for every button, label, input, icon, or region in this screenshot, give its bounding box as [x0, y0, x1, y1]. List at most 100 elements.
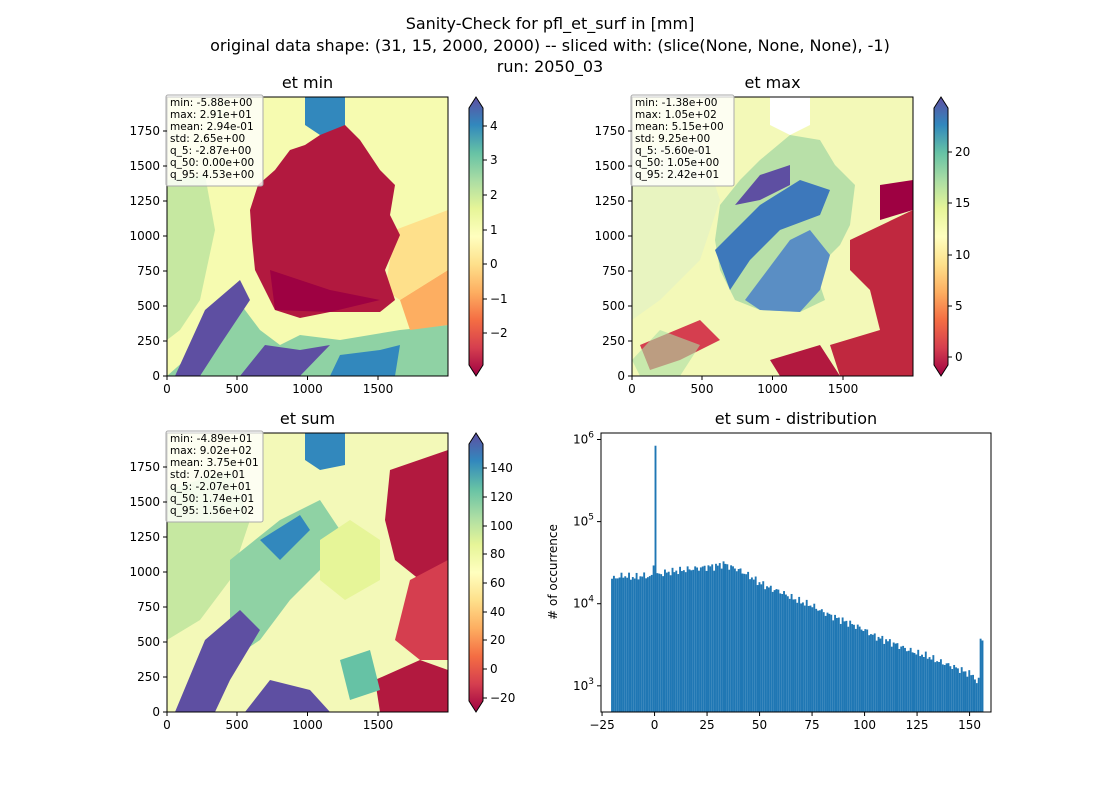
histogram-bar: [716, 565, 719, 712]
histogram-bar: [837, 617, 840, 712]
colorbar-tick-label: 20: [955, 145, 970, 159]
histogram-bar: [936, 661, 939, 712]
histogram-bar: [803, 605, 806, 712]
histogram-bar: [743, 573, 746, 712]
histogram-bar: [749, 579, 751, 712]
histogram-bar: [735, 571, 738, 712]
colorbar-tick-label: 0: [490, 257, 498, 271]
x-tick-label: 500: [691, 382, 714, 396]
histogram-bar: [671, 567, 674, 712]
histogram-bar: [851, 624, 854, 712]
histogram-bar: [641, 576, 644, 712]
histogram-bar: [667, 571, 670, 712]
y-tick-label: 105: [573, 513, 594, 529]
histogram-bar: [885, 639, 888, 712]
histogram-bar: [875, 640, 878, 712]
histogram-bar: [839, 623, 842, 712]
histogram-bar: [775, 589, 778, 712]
x-tick-label: 0: [163, 718, 171, 732]
histogram-bar: [664, 569, 666, 712]
histogram-bar: [737, 569, 740, 712]
histogram-bar: [624, 576, 627, 712]
x-tick: 75: [804, 712, 820, 732]
histogram-bar: [858, 626, 861, 712]
y-axis: 0 250 500 750 1000 1250 1500 1750: [129, 124, 167, 383]
colorbar: 20 15 10 5 0: [933, 96, 970, 377]
histogram-bar: [805, 599, 808, 712]
colorbar-tick-label: 5: [955, 299, 963, 313]
histogram-bar: [879, 638, 882, 712]
histogram-bar: [860, 629, 863, 712]
x-tick-label: 1500: [363, 382, 394, 396]
histogram-bar: [955, 667, 957, 712]
x-axis: 0 500 1000 1500: [628, 376, 858, 396]
histogram-bar: [684, 572, 687, 712]
histogram-bar: [868, 635, 871, 712]
histogram-bar: [947, 663, 950, 712]
histogram-bar: [611, 578, 613, 712]
stat-line: mean: 2.94e-01: [170, 121, 254, 133]
histogram-bar: [934, 662, 937, 712]
histogram-bar: [635, 572, 638, 712]
histogram-bar: [866, 629, 869, 712]
histogram-bar: [616, 578, 619, 712]
histogram-bar: [682, 570, 685, 712]
x-tick: 150: [958, 712, 981, 732]
histogram-bar: [788, 598, 791, 712]
histogram-bar: [822, 612, 825, 712]
histogram-bar: [847, 626, 850, 712]
x-tick-label: 0: [651, 718, 659, 732]
histogram-bar: [648, 576, 651, 712]
histogram-bar: [877, 636, 880, 712]
x-tick-label: 0: [163, 382, 171, 396]
histogram-bar: [890, 646, 893, 712]
histogram-bar: [979, 638, 982, 712]
colorbar-tick-label: 120: [490, 490, 513, 504]
histogram-bar: [720, 568, 723, 712]
panel-title: et min: [282, 73, 333, 92]
histogram-bar: [692, 569, 695, 712]
y-tick-label: 250: [602, 334, 625, 348]
x-tick-label: 1500: [363, 718, 394, 732]
colorbar-tick-label: 0: [490, 662, 498, 676]
histogram-bar: [730, 565, 733, 712]
y-tick-base: 10: [573, 433, 588, 447]
histogram-bar: [887, 641, 889, 712]
histogram-bar: [760, 584, 763, 712]
histogram-bar: [836, 617, 838, 712]
y-tick-label: 0: [152, 369, 160, 383]
colorbar-tick-label: 140: [490, 461, 513, 475]
panel-title: et sum - distribution: [715, 409, 877, 428]
histogram-bar: [656, 573, 659, 712]
histogram-bar: [968, 670, 971, 712]
histogram-bar: [845, 620, 848, 712]
y-tick: 106: [573, 431, 601, 447]
y-tick-label: 104: [573, 595, 594, 611]
histogram-bar: [977, 677, 980, 712]
histogram-bar: [939, 659, 942, 712]
histogram-bar: [834, 614, 837, 712]
x-tick-label: 50: [752, 718, 767, 732]
histogram-bar: [905, 651, 908, 712]
histogram-bar: [904, 647, 906, 712]
stat-line: std: 9.25e+00: [635, 133, 710, 145]
histogram-bar: [698, 570, 700, 712]
histogram-bar: [781, 594, 784, 712]
histogram-bar: [629, 579, 632, 712]
colorbar-tick-label: 10: [955, 248, 970, 262]
y-tick: 103: [573, 677, 601, 693]
histogram-bar: [679, 566, 682, 712]
stat-line: min: -4.89e+01: [170, 433, 252, 445]
histogram-bar: [618, 577, 621, 712]
histogram-bar: [766, 586, 768, 712]
stat-line: q_50: 1.74e+01: [170, 493, 254, 505]
y-tick-label: 1750: [129, 124, 160, 138]
x-axis: 0 500 1000 1500: [163, 376, 393, 396]
histogram-bar: [777, 589, 780, 712]
x-tick: 50: [752, 712, 767, 732]
histogram-bar: [696, 567, 699, 712]
y-tick-label: 500: [602, 299, 625, 313]
histogram-bar: [820, 609, 823, 712]
histogram-bar: [949, 666, 952, 712]
stat-line: mean: 3.75e+01: [170, 457, 259, 469]
